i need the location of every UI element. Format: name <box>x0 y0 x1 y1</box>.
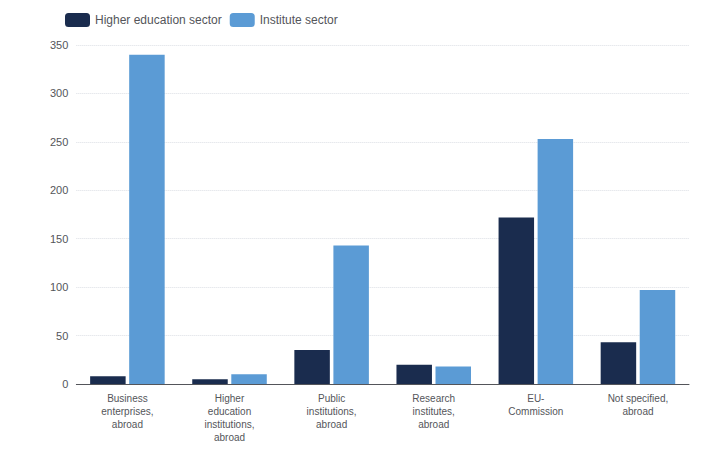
svg-text:abroad: abroad <box>316 419 347 430</box>
svg-text:100: 100 <box>50 281 68 293</box>
svg-text:institutions,: institutions, <box>307 406 357 417</box>
svg-text:EU-: EU- <box>527 393 544 404</box>
svg-text:0: 0 <box>62 378 68 390</box>
svg-text:Research: Research <box>412 393 455 404</box>
svg-text:Higher: Higher <box>215 393 245 404</box>
svg-text:200: 200 <box>50 184 68 196</box>
svg-text:50: 50 <box>56 330 68 342</box>
svg-text:Institute sector: Institute sector <box>260 13 338 27</box>
svg-text:abroad: abroad <box>622 406 653 417</box>
svg-text:institutes,: institutes, <box>413 406 455 417</box>
svg-text:150: 150 <box>50 233 68 245</box>
svg-text:enterprises,: enterprises, <box>101 406 153 417</box>
svg-text:300: 300 <box>50 87 68 99</box>
svg-text:abroad: abroad <box>418 419 449 430</box>
svg-text:350: 350 <box>50 39 68 51</box>
svg-text:Not specified,: Not specified, <box>608 393 669 404</box>
svg-text:Commission: Commission <box>508 406 563 417</box>
svg-text:250: 250 <box>50 136 68 148</box>
svg-text:education: education <box>208 406 251 417</box>
svg-text:Business: Business <box>107 393 148 404</box>
svg-text:abroad: abroad <box>214 432 245 443</box>
svg-text:Higher education sector: Higher education sector <box>95 13 222 27</box>
svg-text:institutions,: institutions, <box>204 419 254 430</box>
svg-text:Public: Public <box>318 393 345 404</box>
svg-text:abroad: abroad <box>112 419 143 430</box>
